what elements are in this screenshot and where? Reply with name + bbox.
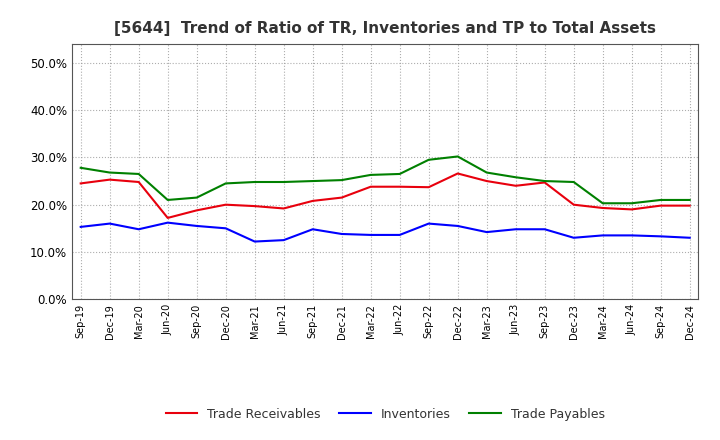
Trade Payables (279, 180, 288, 185)
Line: Trade Payables: Trade Payables (81, 157, 690, 203)
Inventories (192, 224, 201, 229)
Inventories (511, 227, 520, 232)
Inventories (221, 226, 230, 231)
Trade Payables (366, 172, 375, 178)
Trade Payables (627, 201, 636, 206)
Legend: Trade Receivables, Inventories, Trade Payables: Trade Receivables, Inventories, Trade Pa… (161, 403, 610, 425)
Trade Receivables (338, 195, 346, 200)
Inventories (570, 235, 578, 240)
Trade Receivables (454, 171, 462, 176)
Trade Receivables (482, 178, 491, 183)
Inventories (105, 221, 114, 226)
Title: [5644]  Trend of Ratio of TR, Inventories and TP to Total Assets: [5644] Trend of Ratio of TR, Inventories… (114, 21, 656, 36)
Inventories (279, 238, 288, 243)
Inventories (135, 227, 143, 232)
Line: Trade Receivables: Trade Receivables (81, 173, 690, 218)
Line: Inventories: Inventories (81, 223, 690, 242)
Inventories (541, 227, 549, 232)
Trade Receivables (424, 184, 433, 190)
Trade Receivables (541, 180, 549, 185)
Trade Receivables (251, 203, 259, 209)
Trade Payables (657, 197, 665, 202)
Trade Receivables (76, 181, 85, 186)
Trade Payables (598, 201, 607, 206)
Trade Payables (76, 165, 85, 170)
Trade Receivables (627, 207, 636, 212)
Inventories (308, 227, 317, 232)
Trade Payables (482, 170, 491, 175)
Inventories (598, 233, 607, 238)
Inventories (627, 233, 636, 238)
Trade Receivables (192, 208, 201, 213)
Trade Payables (221, 181, 230, 186)
Inventories (163, 220, 172, 225)
Trade Payables (251, 180, 259, 185)
Trade Receivables (570, 202, 578, 207)
Trade Receivables (685, 203, 694, 208)
Trade Payables (192, 195, 201, 200)
Trade Payables (454, 154, 462, 159)
Inventories (685, 235, 694, 240)
Trade Payables (395, 171, 404, 176)
Inventories (657, 234, 665, 239)
Trade Payables (308, 178, 317, 183)
Inventories (454, 224, 462, 229)
Trade Payables (424, 157, 433, 162)
Trade Receivables (221, 202, 230, 207)
Inventories (395, 232, 404, 238)
Inventories (482, 229, 491, 235)
Inventories (76, 224, 85, 230)
Trade Payables (570, 180, 578, 185)
Trade Receivables (598, 205, 607, 211)
Trade Receivables (657, 203, 665, 208)
Inventories (366, 232, 375, 238)
Trade Receivables (395, 184, 404, 189)
Inventories (424, 221, 433, 226)
Trade Receivables (163, 215, 172, 220)
Trade Receivables (308, 198, 317, 204)
Trade Payables (105, 170, 114, 175)
Trade Receivables (366, 184, 375, 189)
Inventories (338, 231, 346, 237)
Trade Payables (135, 171, 143, 176)
Trade Payables (685, 197, 694, 202)
Inventories (251, 239, 259, 244)
Trade Payables (338, 177, 346, 183)
Trade Payables (163, 197, 172, 202)
Trade Payables (541, 178, 549, 183)
Trade Receivables (511, 183, 520, 188)
Trade Receivables (279, 206, 288, 211)
Trade Payables (511, 175, 520, 180)
Trade Receivables (135, 180, 143, 185)
Trade Receivables (105, 177, 114, 182)
